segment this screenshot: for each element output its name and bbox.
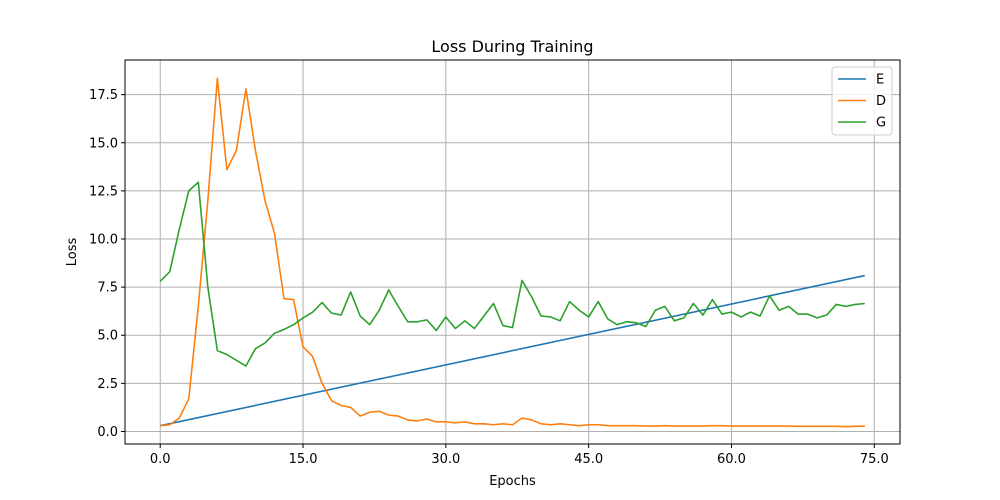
x-axis: 0.0 15.0 30.0 45.0 60.0 75.0 [150, 444, 889, 467]
plot-frame [124, 59, 901, 445]
y-tick-label: 15.0 [89, 136, 118, 151]
x-tick-label: 75.0 [860, 452, 889, 467]
x-axis-label: Epochs [489, 474, 536, 489]
y-tick-label: 7.5 [97, 281, 118, 296]
y-tick-label: 5.0 [97, 329, 118, 344]
x-tick-label: 45.0 [574, 452, 603, 467]
series-line-e [160, 274, 865, 427]
grid [125, 60, 900, 444]
y-axis-label: Loss [65, 238, 80, 267]
y-tick-label: 2.5 [97, 377, 118, 392]
series-layer [159, 77, 865, 428]
chart-title: Loss During Training [431, 37, 593, 56]
y-tick-label: 12.5 [89, 184, 118, 199]
y-axis: 0.0 2.5 5.0 7.5 10.0 12.5 15.0 17.5 [89, 88, 125, 440]
y-tick-label: 10.0 [89, 233, 118, 248]
legend-label-g: G [876, 116, 886, 131]
legend: EDG [831, 66, 893, 136]
legend-label-e: E [876, 73, 884, 88]
legend-label-d: D [876, 94, 886, 109]
y-tick-label: 0.0 [97, 425, 118, 440]
y-tick-label: 17.5 [89, 88, 118, 103]
x-tick-label: 0.0 [150, 452, 171, 467]
series-line-g [159, 181, 865, 367]
x-tick-label: 30.0 [431, 452, 460, 467]
x-tick-label: 15.0 [289, 452, 318, 467]
x-tick-label: 60.0 [717, 452, 746, 467]
series-line-d [160, 77, 865, 428]
